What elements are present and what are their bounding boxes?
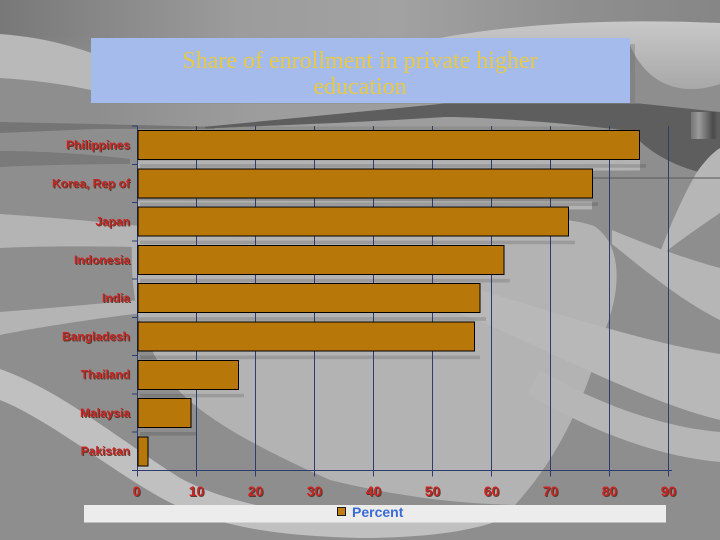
svg-text:Percent: Percent (352, 504, 404, 520)
svg-text:education: education (313, 74, 406, 100)
svg-text:Share of enrollment in private: Share of enrollment in private higher (182, 48, 537, 74)
